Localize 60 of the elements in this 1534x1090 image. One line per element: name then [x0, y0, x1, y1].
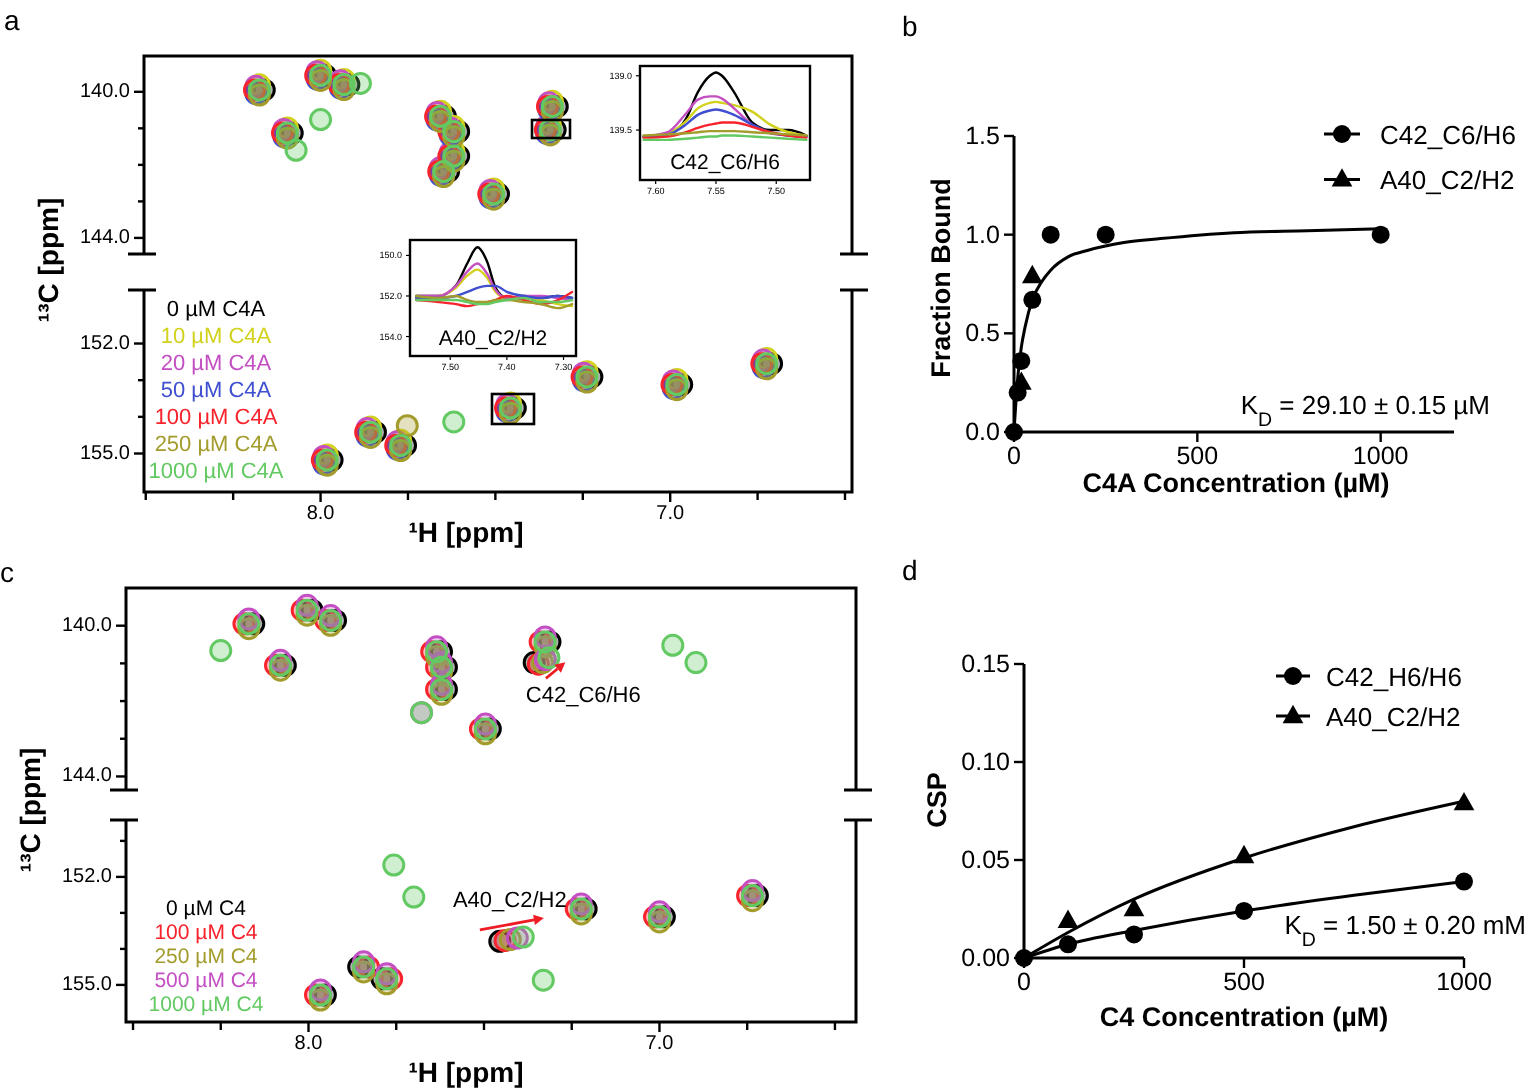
text: 500 µM C4 — [154, 969, 258, 994]
x-tick-label: 7.0 — [656, 502, 685, 525]
legend-label: C42_H6/H6 — [1326, 661, 1462, 691]
y-tick-label: 0.5 — [965, 319, 1001, 348]
x-tick-label: 8.0 — [306, 502, 336, 525]
text: 10 µM C4A — [160, 325, 273, 349]
y-tick-label: 144.0 — [61, 765, 113, 788]
y-tick-label: 144.0 — [79, 226, 131, 249]
text: 20 µM C4A — [160, 352, 273, 376]
x-axis-title: ¹H [ppm] — [408, 516, 524, 548]
annotation: K$_{D}$ = 1.50 ± 0.20 mM — [1284, 910, 1526, 951]
x-tick-label: 0 — [1017, 967, 1032, 996]
series-label: 250 µM C4A — [154, 433, 279, 457]
text: 250 µM C4 — [154, 945, 258, 970]
y-axis-title: ¹³C [ppm] — [14, 747, 46, 873]
text: 0 µM C4A — [166, 298, 267, 322]
y-tick-label: 155.0 — [61, 973, 113, 996]
y-tick-label: 140.0 — [79, 80, 131, 103]
y-tick-label: 1.0 — [965, 220, 1001, 249]
series-label: 1000 µM C4A — [148, 460, 285, 484]
text: 1000 µM C4 — [148, 993, 264, 1018]
y-axis-title: Fraction Bound — [925, 178, 955, 378]
legend-label: A40_C2/H2 — [1380, 164, 1515, 195]
x-tick-label: 0 — [1007, 441, 1022, 470]
chart-title: a — [4, 4, 20, 36]
chart-title: d — [902, 554, 918, 586]
annotation: A40_C2/H2 — [452, 888, 567, 913]
annotation: A40_C2/H2 — [438, 327, 548, 351]
y-tick-label: 140.0 — [61, 614, 113, 637]
chart-title: b — [902, 10, 918, 42]
x-axis-title: ¹H [ppm] — [408, 1056, 524, 1088]
y-tick-label: 155.0 — [79, 442, 131, 465]
text: 50 µM C4A — [160, 379, 273, 403]
x-tick-label: 7.0 — [645, 1032, 675, 1055]
x-tick-label: 8.0 — [294, 1032, 324, 1055]
legend-label: C42_C6/H6 — [1380, 119, 1516, 149]
y-tick-label: 1.5 — [965, 122, 1001, 150]
y-tick-label: 0.05 — [961, 846, 1011, 874]
annotation: C42_C6/H6 — [525, 684, 641, 709]
y-tick-label: 0.15 — [961, 650, 1011, 678]
x-tick-label: 1000 — [1436, 967, 1492, 996]
annotation: C42_C6/H6 — [670, 151, 781, 175]
legend-label: A40_C2/H2 — [1326, 701, 1461, 731]
y-tick-label: 152.0 — [79, 332, 131, 355]
x-tick-label: 500 — [1223, 967, 1265, 996]
y-tick-label: 0.00 — [961, 944, 1011, 972]
y-axis-title: ¹³C [ppm] — [32, 197, 64, 323]
y-tick-label: 0.0 — [965, 418, 1001, 446]
text: 100 µM C4 — [154, 921, 258, 946]
y-tick-label: 152.0 — [61, 865, 113, 888]
x-axis-title: C4A Concentration (µM) — [1082, 468, 1390, 498]
y-tick-label: 0.10 — [961, 748, 1011, 776]
y-axis-title: CSP — [921, 772, 951, 828]
x-tick-label: 500 — [1176, 441, 1219, 470]
x-axis-title: C4 Concentration (µM) — [1099, 1002, 1389, 1032]
x-tick-label: 1000 — [1352, 441, 1409, 470]
text: 0 µM C4 — [166, 897, 247, 922]
chart-title: c — [0, 556, 14, 588]
annotation: K$_{D}$ = 29.10 ± 0.15 µM — [1240, 390, 1490, 431]
text: 100 µM C4A — [154, 406, 279, 430]
